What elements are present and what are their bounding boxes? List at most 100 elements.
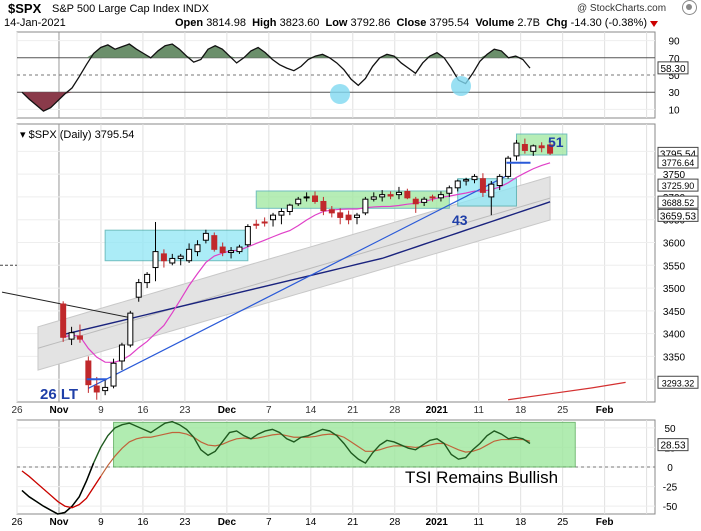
osc1-tick-label: 10 xyxy=(668,105,680,116)
candle-body xyxy=(228,250,235,254)
candle-body xyxy=(152,251,159,269)
candle-body xyxy=(513,142,520,157)
candle-body xyxy=(102,386,109,392)
osc2-last-value: 28.53 xyxy=(660,441,685,452)
candle-body xyxy=(186,248,193,262)
trendline xyxy=(88,174,509,389)
date-tick-label: 23 xyxy=(179,405,191,416)
consolidation-box-green xyxy=(255,190,450,209)
candle-body xyxy=(85,360,92,386)
date-tick-label: 11 xyxy=(474,517,485,528)
candle-body xyxy=(505,157,512,177)
date-tick-label: 18 xyxy=(515,405,527,416)
candle-body xyxy=(76,335,83,340)
date-tick-label: 28 xyxy=(389,405,401,416)
price-value-box xyxy=(657,178,699,192)
candle-body xyxy=(395,191,402,196)
date-tick-label: Dec xyxy=(218,517,237,528)
lower-oscillator-panel: 50 25 0 -25 -50 28.53 26 Nov 9 16 23 Dec 7 14 21 28 2021… xyxy=(11,419,689,528)
chart-date: 14-Jan-2021 xyxy=(4,17,66,29)
price-value-label: 3795.54 xyxy=(660,149,697,160)
candle-body xyxy=(320,200,327,212)
candle-body xyxy=(286,204,293,213)
osc2-tick-label: -50 xyxy=(663,502,678,513)
candle-body xyxy=(194,244,201,253)
price-value-box xyxy=(657,208,699,222)
candle-body xyxy=(538,145,545,149)
date-tick-label: 2021 xyxy=(426,517,449,528)
date-tick-label: 25 xyxy=(557,405,569,416)
gear-icon[interactable] xyxy=(682,0,697,15)
candle-body xyxy=(328,209,335,214)
candle-body xyxy=(421,198,428,203)
osc2-tick-label: 50 xyxy=(664,424,676,435)
price-value-box xyxy=(657,155,699,169)
candle-body xyxy=(496,175,503,187)
watermark: @ StockCharts.com xyxy=(577,3,667,14)
date-tick-label: 11 xyxy=(474,405,485,416)
candle-body xyxy=(236,246,243,253)
candle-body xyxy=(160,253,167,262)
candle-body xyxy=(404,190,411,199)
candle-body xyxy=(261,221,268,224)
candle-body xyxy=(446,187,453,194)
candle-body xyxy=(312,195,319,202)
price-tick-label: 3600 xyxy=(663,238,686,249)
date-tick-label: 26 xyxy=(11,517,23,528)
candle-body xyxy=(169,257,176,264)
candle-body xyxy=(488,183,495,198)
candle-body xyxy=(437,194,444,199)
candle-body xyxy=(479,178,486,193)
candle-body xyxy=(127,312,134,346)
candle-body xyxy=(345,214,352,221)
candle-body xyxy=(211,235,218,250)
candle-body xyxy=(110,362,117,387)
date-tick-label: 18 xyxy=(515,517,527,528)
candle-body xyxy=(303,196,310,199)
candle-body xyxy=(454,180,461,189)
date-tick-label: Nov xyxy=(50,517,69,528)
candle-body xyxy=(253,223,260,226)
chart-header: $SPX S&P 500 Large Cap Index INDX 14-Jan… xyxy=(0,0,701,32)
date-tick-label: 16 xyxy=(137,405,149,416)
date-tick-label: 14 xyxy=(305,405,317,416)
annotation-26lt: 26 LT xyxy=(40,386,79,403)
candle-body xyxy=(244,226,251,246)
price-value-label: 3688.52 xyxy=(662,198,695,208)
candle-icon: ▾ xyxy=(20,129,29,141)
candle-body xyxy=(177,255,184,259)
osc2-tick-label: 0 xyxy=(667,463,673,474)
date-tick-label: 9 xyxy=(98,517,104,528)
date-tick-label: Nov xyxy=(50,405,69,416)
annotation-43: 43 xyxy=(452,212,468,228)
candle-body xyxy=(530,145,537,152)
price-panel: 3300335034003450350035503600365037003750… xyxy=(0,123,699,416)
price-value-label: 3659.53 xyxy=(660,211,697,222)
candle-body xyxy=(135,282,142,298)
price-tick-label: 3350 xyxy=(663,352,686,363)
index-name: S&P 500 Large Cap Index INDX xyxy=(52,3,209,15)
date-tick-label: 7 xyxy=(266,405,272,416)
candle-body xyxy=(219,246,226,254)
symbol: $SPX xyxy=(8,1,42,16)
osc1-line xyxy=(21,43,531,112)
candle-body xyxy=(463,179,470,182)
candle-body xyxy=(379,194,386,198)
tsi-line xyxy=(21,420,531,515)
osc1-last-box xyxy=(657,61,689,75)
ohlc-summary: Open 3814.98 High 3823.60 Low 3792.86 Cl… xyxy=(175,17,647,29)
tsi-note: TSI Remains Bullish xyxy=(405,468,559,487)
price-tick-label: 3400 xyxy=(663,330,686,341)
candle-body xyxy=(270,214,277,221)
candle-body xyxy=(387,194,394,197)
date-tick-label: 9 xyxy=(98,405,104,416)
candle-body xyxy=(362,198,369,214)
date-tick-label: 21 xyxy=(347,405,359,416)
price-value-label: 3725.90 xyxy=(662,181,695,191)
slow-ma-line xyxy=(63,201,551,336)
date-tick-label: 28 xyxy=(389,517,401,528)
long-ma-line xyxy=(508,381,626,401)
osc2-last-box xyxy=(657,438,689,452)
candle-body xyxy=(353,214,360,218)
